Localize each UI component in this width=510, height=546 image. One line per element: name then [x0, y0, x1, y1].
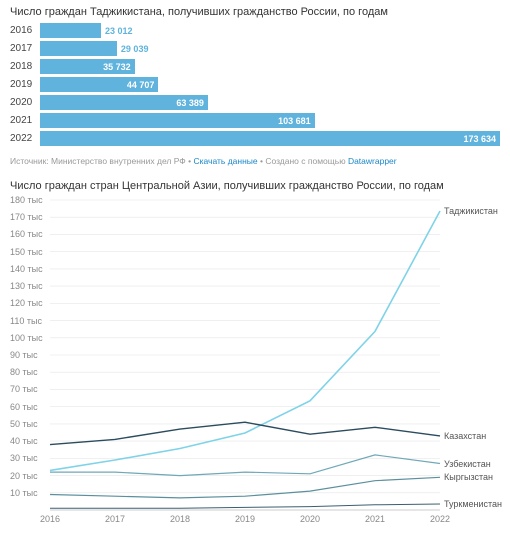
source-prefix: Источник: Министерство внутренних дел РФ… — [10, 156, 193, 166]
line-chart-title: Число граждан стран Центральной Азии, по… — [0, 174, 510, 196]
bar-value-label: 173 634 — [40, 131, 500, 146]
bar-chart-title: Число граждан Таджикистана, получивших г… — [0, 0, 510, 22]
download-link[interactable]: Скачать данные — [193, 156, 257, 166]
bar-track: 44 707 — [40, 77, 500, 92]
bar-track: 173 634 — [40, 131, 500, 146]
bar-value-label: 35 732 — [40, 59, 135, 74]
line-plot-svg — [10, 196, 500, 536]
bar-track: 29 039 — [40, 41, 500, 56]
bar-row: 2021103 681 — [10, 112, 500, 129]
bar-row: 2016 23 012 — [10, 22, 500, 39]
bar-value-label: 63 389 — [40, 95, 208, 110]
source-line: Источник: Министерство внутренних дел РФ… — [0, 152, 510, 174]
bar-value-label: 23 012 — [105, 23, 133, 38]
bar-year-label: 2018 — [10, 61, 40, 72]
bar-year-label: 2017 — [10, 43, 40, 54]
bar-year-label: 2020 — [10, 97, 40, 108]
datawrapper-link[interactable]: Datawrapper — [348, 156, 397, 166]
bar-year-label: 2022 — [10, 133, 40, 144]
bar-row: 201944 707 — [10, 76, 500, 93]
bar-year-label: 2019 — [10, 79, 40, 90]
series-line — [50, 455, 440, 476]
bar-chart: 201623 012201729 039201835 732201944 707… — [0, 22, 510, 152]
bar-row: 2022173 634 — [10, 130, 500, 147]
bar-year-label: 2016 — [10, 25, 40, 36]
bar-value-label: 103 681 — [40, 113, 315, 128]
bar-value-label: 44 707 — [40, 77, 158, 92]
bar-year-label: 2021 — [10, 115, 40, 126]
bar-track: 63 389 — [40, 95, 500, 110]
series-line — [50, 477, 440, 498]
created-prefix: Создано с помощью — [265, 156, 348, 166]
bar-track: 23 012 — [40, 23, 500, 38]
bar-value-label: 29 039 — [121, 41, 149, 56]
line-chart: 10 тыс20 тыс30 тыс40 тыс50 тыс60 тыс70 т… — [10, 196, 500, 536]
bar-track: 35 732 — [40, 59, 500, 74]
bar-fill — [40, 23, 101, 38]
bar-row: 202063 389 — [10, 94, 500, 111]
bar-fill — [40, 41, 117, 56]
bar-row: 2017 29 039 — [10, 40, 500, 57]
series-line — [50, 211, 440, 470]
series-line — [50, 504, 440, 508]
bar-row: 201835 732 — [10, 58, 500, 75]
bar-track: 103 681 — [40, 113, 500, 128]
